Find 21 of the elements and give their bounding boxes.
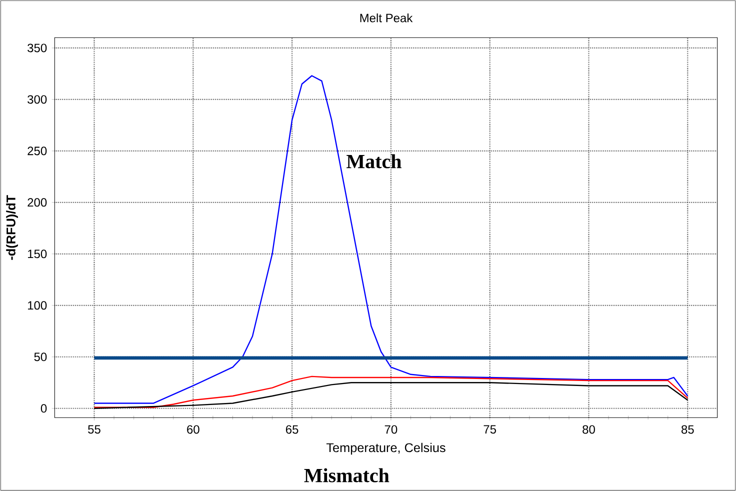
y-tick-label: 200 [28, 198, 47, 207]
y-tick-label: 150 [28, 250, 47, 258]
text: Mismatch [304, 468, 390, 482]
x-tick-label: 75 [484, 425, 496, 434]
y-tick-label: 250 [28, 146, 47, 156]
x-tick-label: 55 [88, 425, 100, 434]
x-tick-label: 60 [187, 425, 200, 434]
x-tick-label: 65 [286, 425, 298, 434]
y-tick-label: 350 [28, 44, 47, 52]
x-tick-label: 80 [582, 425, 595, 434]
x-tick-label: 85 [682, 425, 694, 434]
line-series [94, 75, 688, 404]
chart-title: Melt Peak [360, 13, 413, 22]
x-axis-title: Temperature, Celsius [326, 442, 446, 455]
y-tick-label: 100 [28, 301, 47, 310]
y-tick-label: 300 [28, 95, 47, 104]
y-tick-label: 0 [40, 404, 47, 413]
x-tick-label: 70 [384, 425, 398, 434]
y-tick-label: 50 [34, 352, 47, 362]
annotation: Match [346, 154, 402, 168]
y-axis-title: -d(RFU)/dT [6, 195, 18, 260]
